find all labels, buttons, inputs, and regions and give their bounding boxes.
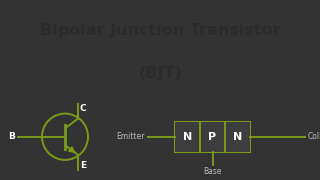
Text: Base: Base [203,167,222,176]
Text: C: C [80,103,87,112]
Bar [175,122,200,152]
Text: N: N [233,132,242,142]
Text: N: N [183,132,192,142]
Text: Collector: Collector [308,132,320,141]
Bar [200,122,225,152]
Text: E: E [80,161,86,170]
Text: (BJT): (BJT) [138,66,182,81]
Text: B: B [8,132,15,141]
Bar [225,122,250,152]
Bar [175,122,250,152]
Text: P: P [208,132,217,142]
Text: Bipolar Junction Transistor: Bipolar Junction Transistor [40,23,280,38]
Text: Emitter: Emitter [116,132,145,141]
